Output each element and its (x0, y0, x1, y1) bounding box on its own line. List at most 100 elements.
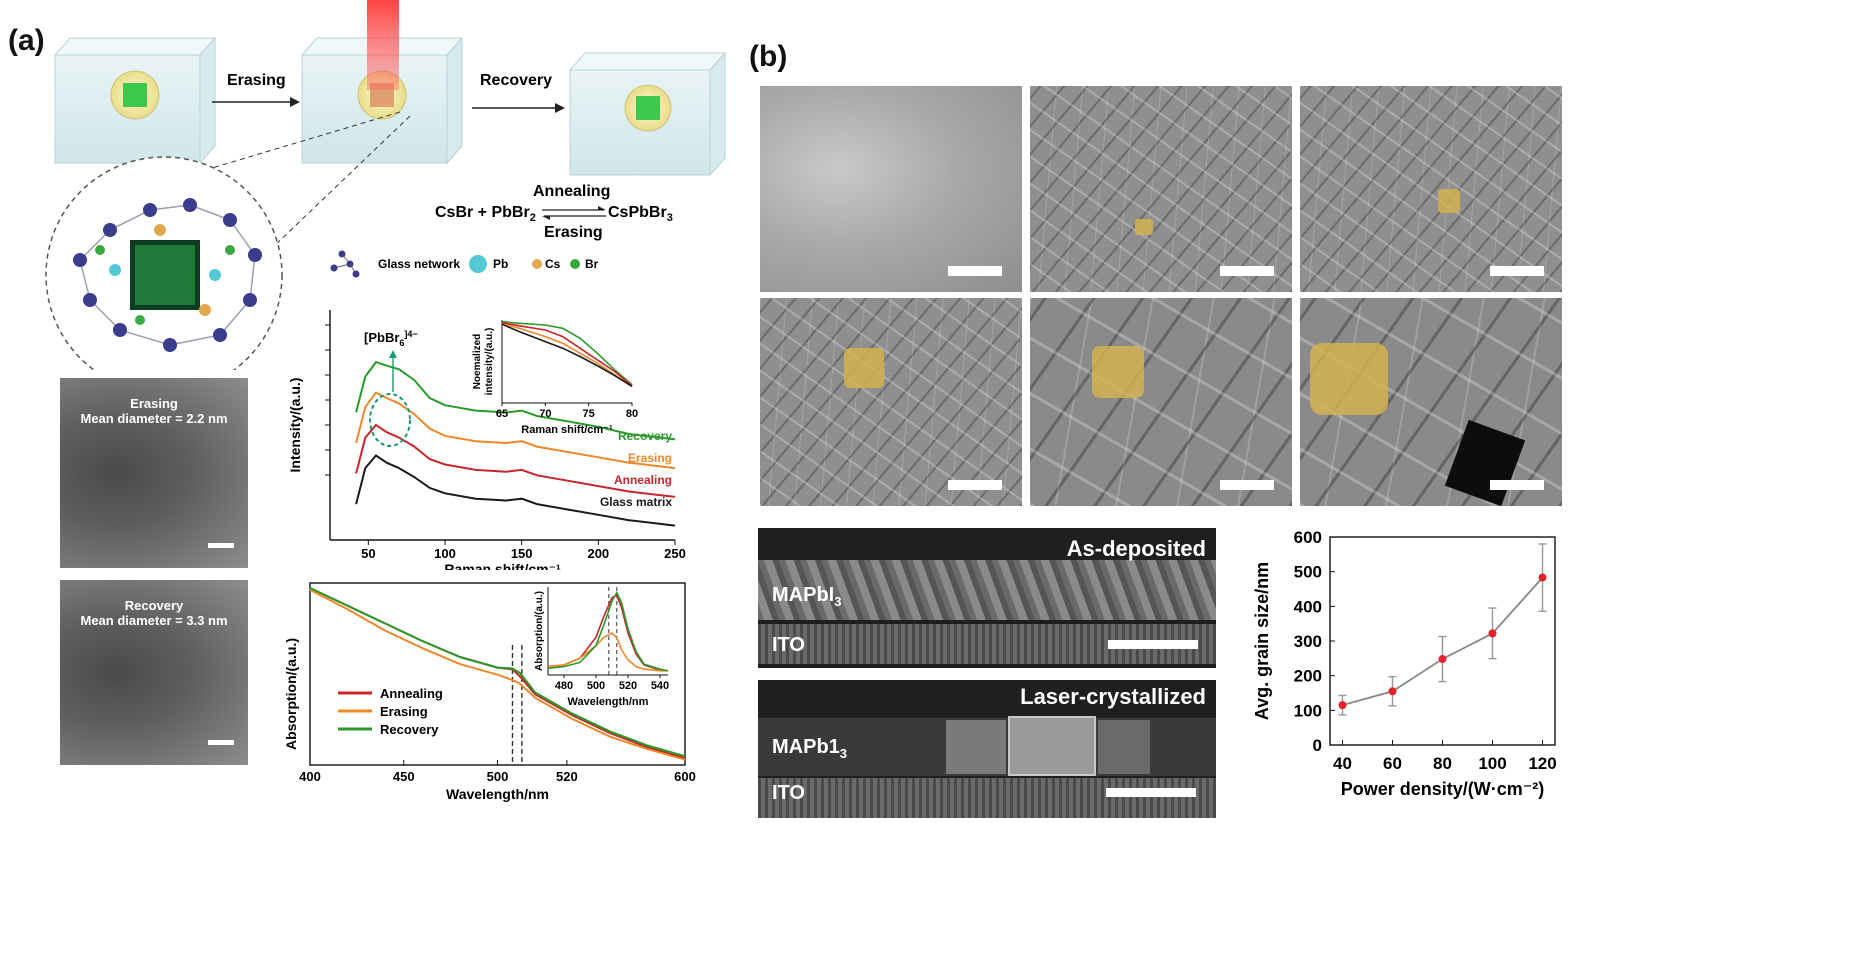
ito-layer (758, 778, 1216, 818)
x-tick-label: 600 (674, 769, 696, 784)
sem-image (1300, 298, 1562, 506)
inset-x-tick-label: 80 (626, 408, 638, 420)
x-tick-label: 120 (1528, 754, 1556, 773)
sem-image (760, 298, 1022, 506)
layer-label-ito: ITO (772, 782, 805, 804)
x-tick-label: 200 (587, 546, 609, 561)
inset-x-axis-label: Wavelength/nm (568, 696, 649, 708)
scale-bar (208, 543, 234, 548)
x-tick-label: 100 (1478, 754, 1506, 773)
cross-section-as-deposited: As-deposited MAPbI3 ITO (758, 528, 1216, 668)
equation-left-sub: 2 (529, 212, 536, 225)
inset-y-axis-label-line2: intensity/(a.u.) (484, 328, 495, 396)
sem-image (1030, 298, 1292, 506)
schematic-diagram (53, 0, 727, 177)
x-tick-label: 80 (1433, 754, 1452, 773)
sem-image (1030, 86, 1292, 292)
series-label: Glass matrix (600, 495, 672, 509)
annotation-text: [PbBr (364, 330, 399, 345)
x-tick-label: 100 (434, 546, 456, 561)
erasing-arrow-label: Erasing (227, 72, 286, 89)
legend-label: Recovery (380, 722, 439, 737)
inset-x-tick-label: 500 (587, 680, 605, 692)
sem-image (760, 86, 1022, 292)
y-axis-label: Intensity/(a.u.) (287, 378, 303, 473)
x-axis-label: Power density/(W·cm⁻²) (1341, 779, 1545, 799)
y-tick-label: 500 (1294, 563, 1322, 582)
inset-series-line (501, 323, 633, 388)
x-axis-label: Raman shift/cm⁻¹ (444, 561, 561, 570)
y-axis-label: Avg. grain size/nm (1252, 562, 1272, 720)
layer-label-mapb13: MAPb13 (772, 736, 847, 761)
panel-a-label: (a) (8, 24, 45, 57)
annotation-sub: 6 (399, 338, 404, 348)
inset-x-tick-label: 540 (651, 680, 669, 692)
inset-x-tick-label: 75 (583, 408, 595, 420)
cross-section-title: As-deposited (1066, 536, 1206, 561)
scale-bar (1220, 266, 1274, 276)
data-point (1338, 701, 1347, 710)
legend-glass-network: Glass network (378, 257, 461, 271)
series-line-erasing (355, 391, 676, 470)
inset-series-line (501, 320, 633, 386)
inset-y-axis-label-line1: Noemalized (472, 334, 483, 390)
raman-chart: 50 100 150 200 250 Recovery Erasing Annealing Gl… (287, 310, 686, 570)
inset-series-line (547, 632, 668, 672)
highlighted-grain (1310, 343, 1388, 415)
void-region (1444, 419, 1526, 506)
inset-x-tick-label: 480 (555, 680, 573, 692)
x-axis-label: Wavelength/nm (446, 786, 549, 802)
inset-x-tick-label: 520 (619, 680, 637, 692)
x-tick-label: 60 (1383, 754, 1402, 773)
y-tick-label: 100 (1294, 701, 1322, 720)
legend-pb: Pb (493, 257, 509, 271)
equation-right-text: CsPbBr (608, 204, 667, 221)
scale-bar (1490, 480, 1544, 490)
inset-x-tick-label: 65 (496, 408, 508, 420)
glass-box-erased (300, 0, 464, 165)
tem-erasing-subtitle: Mean diameter = 2.2 nm (80, 411, 228, 426)
inset-series-line (501, 321, 633, 387)
legend-br: Br (585, 257, 599, 271)
equation-top-label: Annealing (533, 183, 611, 200)
x-tick-label: 150 (511, 546, 533, 561)
sem-image (1300, 86, 1562, 292)
x-tick-label: 520 (556, 769, 578, 784)
equation-right-sub: 3 (666, 212, 673, 225)
scale-bar (1106, 788, 1196, 797)
scale-bar (948, 480, 1002, 490)
panel-b-label: (b) (749, 40, 788, 73)
x-tick-label: 400 (299, 769, 321, 784)
tem-image-erasing: Erasing Mean diameter = 2.2 nm (60, 378, 248, 568)
equation-bottom-label: Erasing (544, 224, 603, 241)
cross-section-laser-crystallized: Laser-crystallized MAPb13 ITO (758, 680, 1216, 818)
scale-bar (1108, 640, 1198, 649)
x-tick-label: 50 (361, 546, 375, 561)
inset-series-line (501, 322, 633, 388)
crystal-grain (1008, 716, 1096, 776)
data-point (1488, 629, 1497, 638)
layer-label-sub: 3 (834, 594, 842, 609)
tem-recovery-title: Recovery (124, 598, 184, 613)
perovskite-layer (758, 560, 1216, 620)
peak-annotation: [PbBr6]4− (364, 329, 418, 348)
highlighted-grain (844, 348, 884, 388)
equation-left-text: CsBr + PbBr (435, 204, 530, 221)
atom-legend-icons (330, 250, 580, 278)
highlighted-grain (1438, 189, 1460, 213)
tem-erasing-title: Erasing (130, 396, 178, 411)
scale-bar (948, 266, 1002, 276)
absorption-chart: 400 450 500 520 600 Annealing Erasing Recovery W… (283, 582, 696, 802)
cross-section-title: Laser-crystallized (1020, 684, 1206, 709)
layer-label-ito: ITO (772, 634, 805, 656)
grain-size-chart: 0 100 200 300 400 500 600 40 60 80 100 120 Power den… (1252, 528, 1557, 799)
layer-label-sub: 3 (839, 746, 848, 761)
inset-x-tick-label: 70 (539, 408, 551, 420)
y-tick-label: 300 (1294, 632, 1322, 651)
glass-box-initial (53, 36, 217, 165)
series-label: Recovery (618, 429, 672, 443)
annotation-sup: ]4− (404, 329, 417, 339)
data-point (1538, 573, 1547, 582)
series-line-recovery (355, 360, 676, 441)
inset-series-line (547, 594, 669, 672)
